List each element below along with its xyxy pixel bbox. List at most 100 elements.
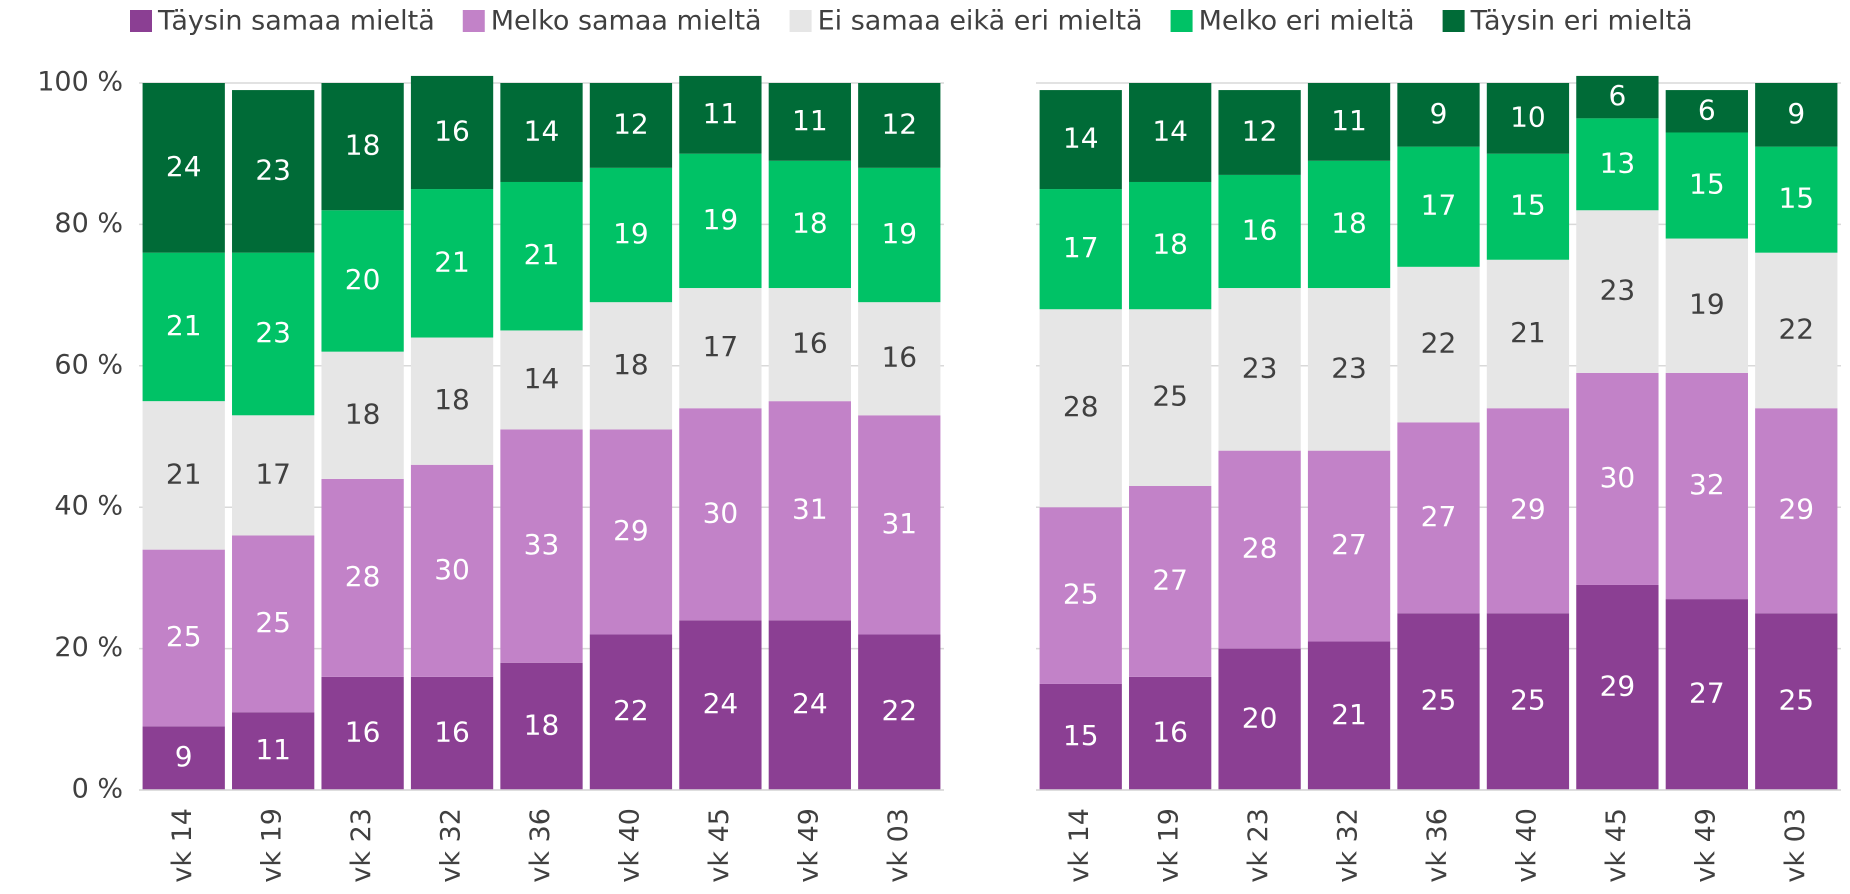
bar-segment <box>232 90 315 253</box>
bar-segment <box>1576 584 1659 790</box>
y-tick-label: 40 % <box>54 491 123 522</box>
data-label: 22 <box>881 694 917 727</box>
bar-segment <box>321 210 404 352</box>
data-label: 16 <box>434 715 470 748</box>
data-label: 13 <box>1600 146 1636 179</box>
data-label: 18 <box>345 397 381 430</box>
bar-segment <box>142 83 225 253</box>
bar-segment <box>500 662 583 790</box>
data-label: 31 <box>792 493 828 526</box>
data-label: 12 <box>881 107 917 140</box>
data-label: 11 <box>703 97 739 130</box>
data-label: 14 <box>1152 114 1188 147</box>
data-label: 9 <box>175 740 193 773</box>
bar-segment <box>1665 372 1748 600</box>
bar-segment <box>858 302 941 416</box>
data-label: 25 <box>1152 380 1188 413</box>
data-label: 9 <box>1430 97 1448 130</box>
data-label: 29 <box>1600 669 1636 702</box>
bar-segment <box>1129 309 1212 486</box>
data-label: 24 <box>792 687 828 720</box>
x-tick-label: vk 03 <box>883 808 914 883</box>
bar-segment <box>1397 422 1480 614</box>
bar-segment <box>142 549 225 727</box>
bar-segment <box>232 252 315 416</box>
x-tick-label: vk 40 <box>1511 808 1542 883</box>
legend-swatch <box>789 10 812 32</box>
data-label: 16 <box>345 715 381 748</box>
x-tick-label: vk 49 <box>1690 808 1721 883</box>
x-tick-label: vk 49 <box>793 808 824 883</box>
data-label: 22 <box>1778 312 1814 345</box>
bar-segment <box>1039 683 1122 790</box>
bar-segment <box>500 181 583 331</box>
bar-segment <box>142 252 225 402</box>
bar-segment <box>1486 153 1570 260</box>
x-tick-label: vk 14 <box>1064 808 1095 883</box>
data-label: 17 <box>255 457 291 490</box>
bar-segment <box>1397 146 1480 267</box>
bar-segment <box>1307 288 1391 451</box>
data-label: 29 <box>1778 493 1814 526</box>
bar-segment <box>589 634 673 790</box>
bar-segment <box>1755 83 1838 147</box>
data-label: 30 <box>434 553 470 586</box>
x-tick-label: vk 23 <box>1243 808 1274 883</box>
bar-segment <box>1218 648 1301 790</box>
data-label: 19 <box>613 217 649 250</box>
bar-segment <box>1397 83 1480 147</box>
data-label: 29 <box>613 514 649 547</box>
legend-label: Täysin samaa mieltä <box>157 6 435 37</box>
bar-segment <box>321 351 404 479</box>
data-label: 28 <box>1063 390 1099 423</box>
data-label: 18 <box>1152 228 1188 261</box>
data-label: 16 <box>792 327 828 360</box>
bar-segment <box>142 726 225 790</box>
bar-segment <box>589 167 673 303</box>
data-label: 17 <box>1421 189 1457 222</box>
legend-swatch <box>462 10 485 32</box>
data-label: 19 <box>1689 288 1725 321</box>
bar-segment <box>589 83 673 168</box>
data-label: 17 <box>703 330 739 363</box>
x-tick-label: vk 32 <box>436 808 467 883</box>
data-label: 15 <box>1778 182 1814 215</box>
bar-segment <box>410 464 494 677</box>
x-tick-label: vk 45 <box>704 808 735 883</box>
y-tick-label: 60 % <box>54 349 123 380</box>
data-label: 23 <box>1600 274 1636 307</box>
bar-segment <box>1665 238 1748 373</box>
data-label: 25 <box>1063 578 1099 611</box>
x-tick-label: vk 32 <box>1333 808 1364 883</box>
data-label: 21 <box>434 245 470 278</box>
data-label: 21 <box>524 238 560 271</box>
bar-segment <box>1039 90 1122 190</box>
x-tick-label: vk 40 <box>614 808 645 883</box>
bar-segment <box>410 676 494 790</box>
bar-segment <box>1218 288 1301 451</box>
bar-segment <box>858 415 941 635</box>
data-label: 16 <box>1152 715 1188 748</box>
bar-segment <box>321 478 404 677</box>
bar-segment <box>1218 174 1301 289</box>
bar-segment <box>1039 309 1122 508</box>
bar-segment <box>858 634 941 790</box>
bar-segment <box>679 75 762 154</box>
bar-segment <box>1755 252 1838 409</box>
legend-label: Melko eri mieltä <box>1199 6 1415 37</box>
data-label: 33 <box>524 528 560 561</box>
bar-segment <box>1576 118 1659 211</box>
data-label: 20 <box>1242 701 1278 734</box>
bar-segment <box>1486 259 1570 409</box>
y-tick-label: 80 % <box>54 208 123 239</box>
bar-segment <box>1397 266 1480 423</box>
data-label: 14 <box>524 362 560 395</box>
bar-segment <box>1307 160 1391 289</box>
x-tick-label: vk 14 <box>167 808 198 883</box>
data-label: 28 <box>345 560 381 593</box>
data-label: 22 <box>613 694 649 727</box>
bar-segment <box>410 75 494 190</box>
bar-segment <box>1039 189 1122 310</box>
legend-swatch <box>130 10 152 32</box>
y-tick-label: 20 % <box>54 632 123 663</box>
